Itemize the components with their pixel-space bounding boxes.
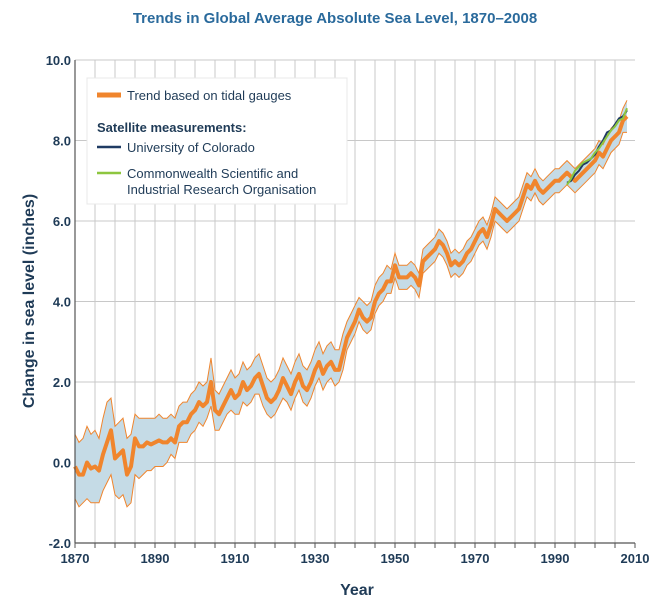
- series-line-csiro: [566, 107, 628, 186]
- y-axis-tick-label: 0.0: [53, 456, 71, 471]
- x-axis-tick-label: 1870: [61, 551, 90, 566]
- y-axis-tick-label: -2.0: [49, 536, 71, 551]
- y-axis-tick-label: 10.0: [46, 53, 71, 68]
- legend-label-tidal: Trend based on tidal gauges: [127, 88, 292, 103]
- y-axis-label: Change in sea level (inches): [21, 194, 38, 408]
- x-axis-tick-label: 1890: [141, 551, 170, 566]
- y-axis-tick-label: 4.0: [53, 295, 71, 310]
- legend-label-csiro-line2: Industrial Research Organisation: [127, 182, 316, 197]
- chart-title: Trends in Global Average Absolute Sea Le…: [132, 10, 538, 27]
- x-axis-tick-label: 1950: [381, 551, 410, 566]
- series-lines: [73, 107, 629, 477]
- legend-label-csiro-line1: Commonwealth Scientific and: [127, 166, 298, 181]
- y-axis-tick-label: 2.0: [53, 375, 71, 390]
- x-axis-tick-label: 1990: [541, 551, 570, 566]
- legend-heading-satellite: Satellite measurements:: [97, 120, 247, 135]
- x-axis-tick-label: 1910: [221, 551, 250, 566]
- uncertainty-band-upper-line: [74, 100, 628, 444]
- legend-box: [86, 77, 348, 205]
- x-axis-tick-label: 1930: [301, 551, 330, 566]
- uncertainty-band-lower-line: [74, 131, 627, 508]
- legend: Trend based on tidal gauges Satellite me…: [86, 77, 348, 205]
- legend-label-colorado: University of Colorado: [127, 140, 255, 155]
- series-line-tidal-gauges: [73, 114, 629, 477]
- axes: 1870 1890 1910 1930 1950 1970 1990 2010 -2.0 0.0 2…: [46, 53, 650, 566]
- x-axis-label: Year: [340, 582, 374, 599]
- x-axis-tick-label: 1970: [461, 551, 490, 566]
- y-axis-tick-label: 8.0: [53, 134, 71, 149]
- y-axis-tick-label: 6.0: [53, 214, 71, 229]
- x-axis-tick-label: 2010: [621, 551, 650, 566]
